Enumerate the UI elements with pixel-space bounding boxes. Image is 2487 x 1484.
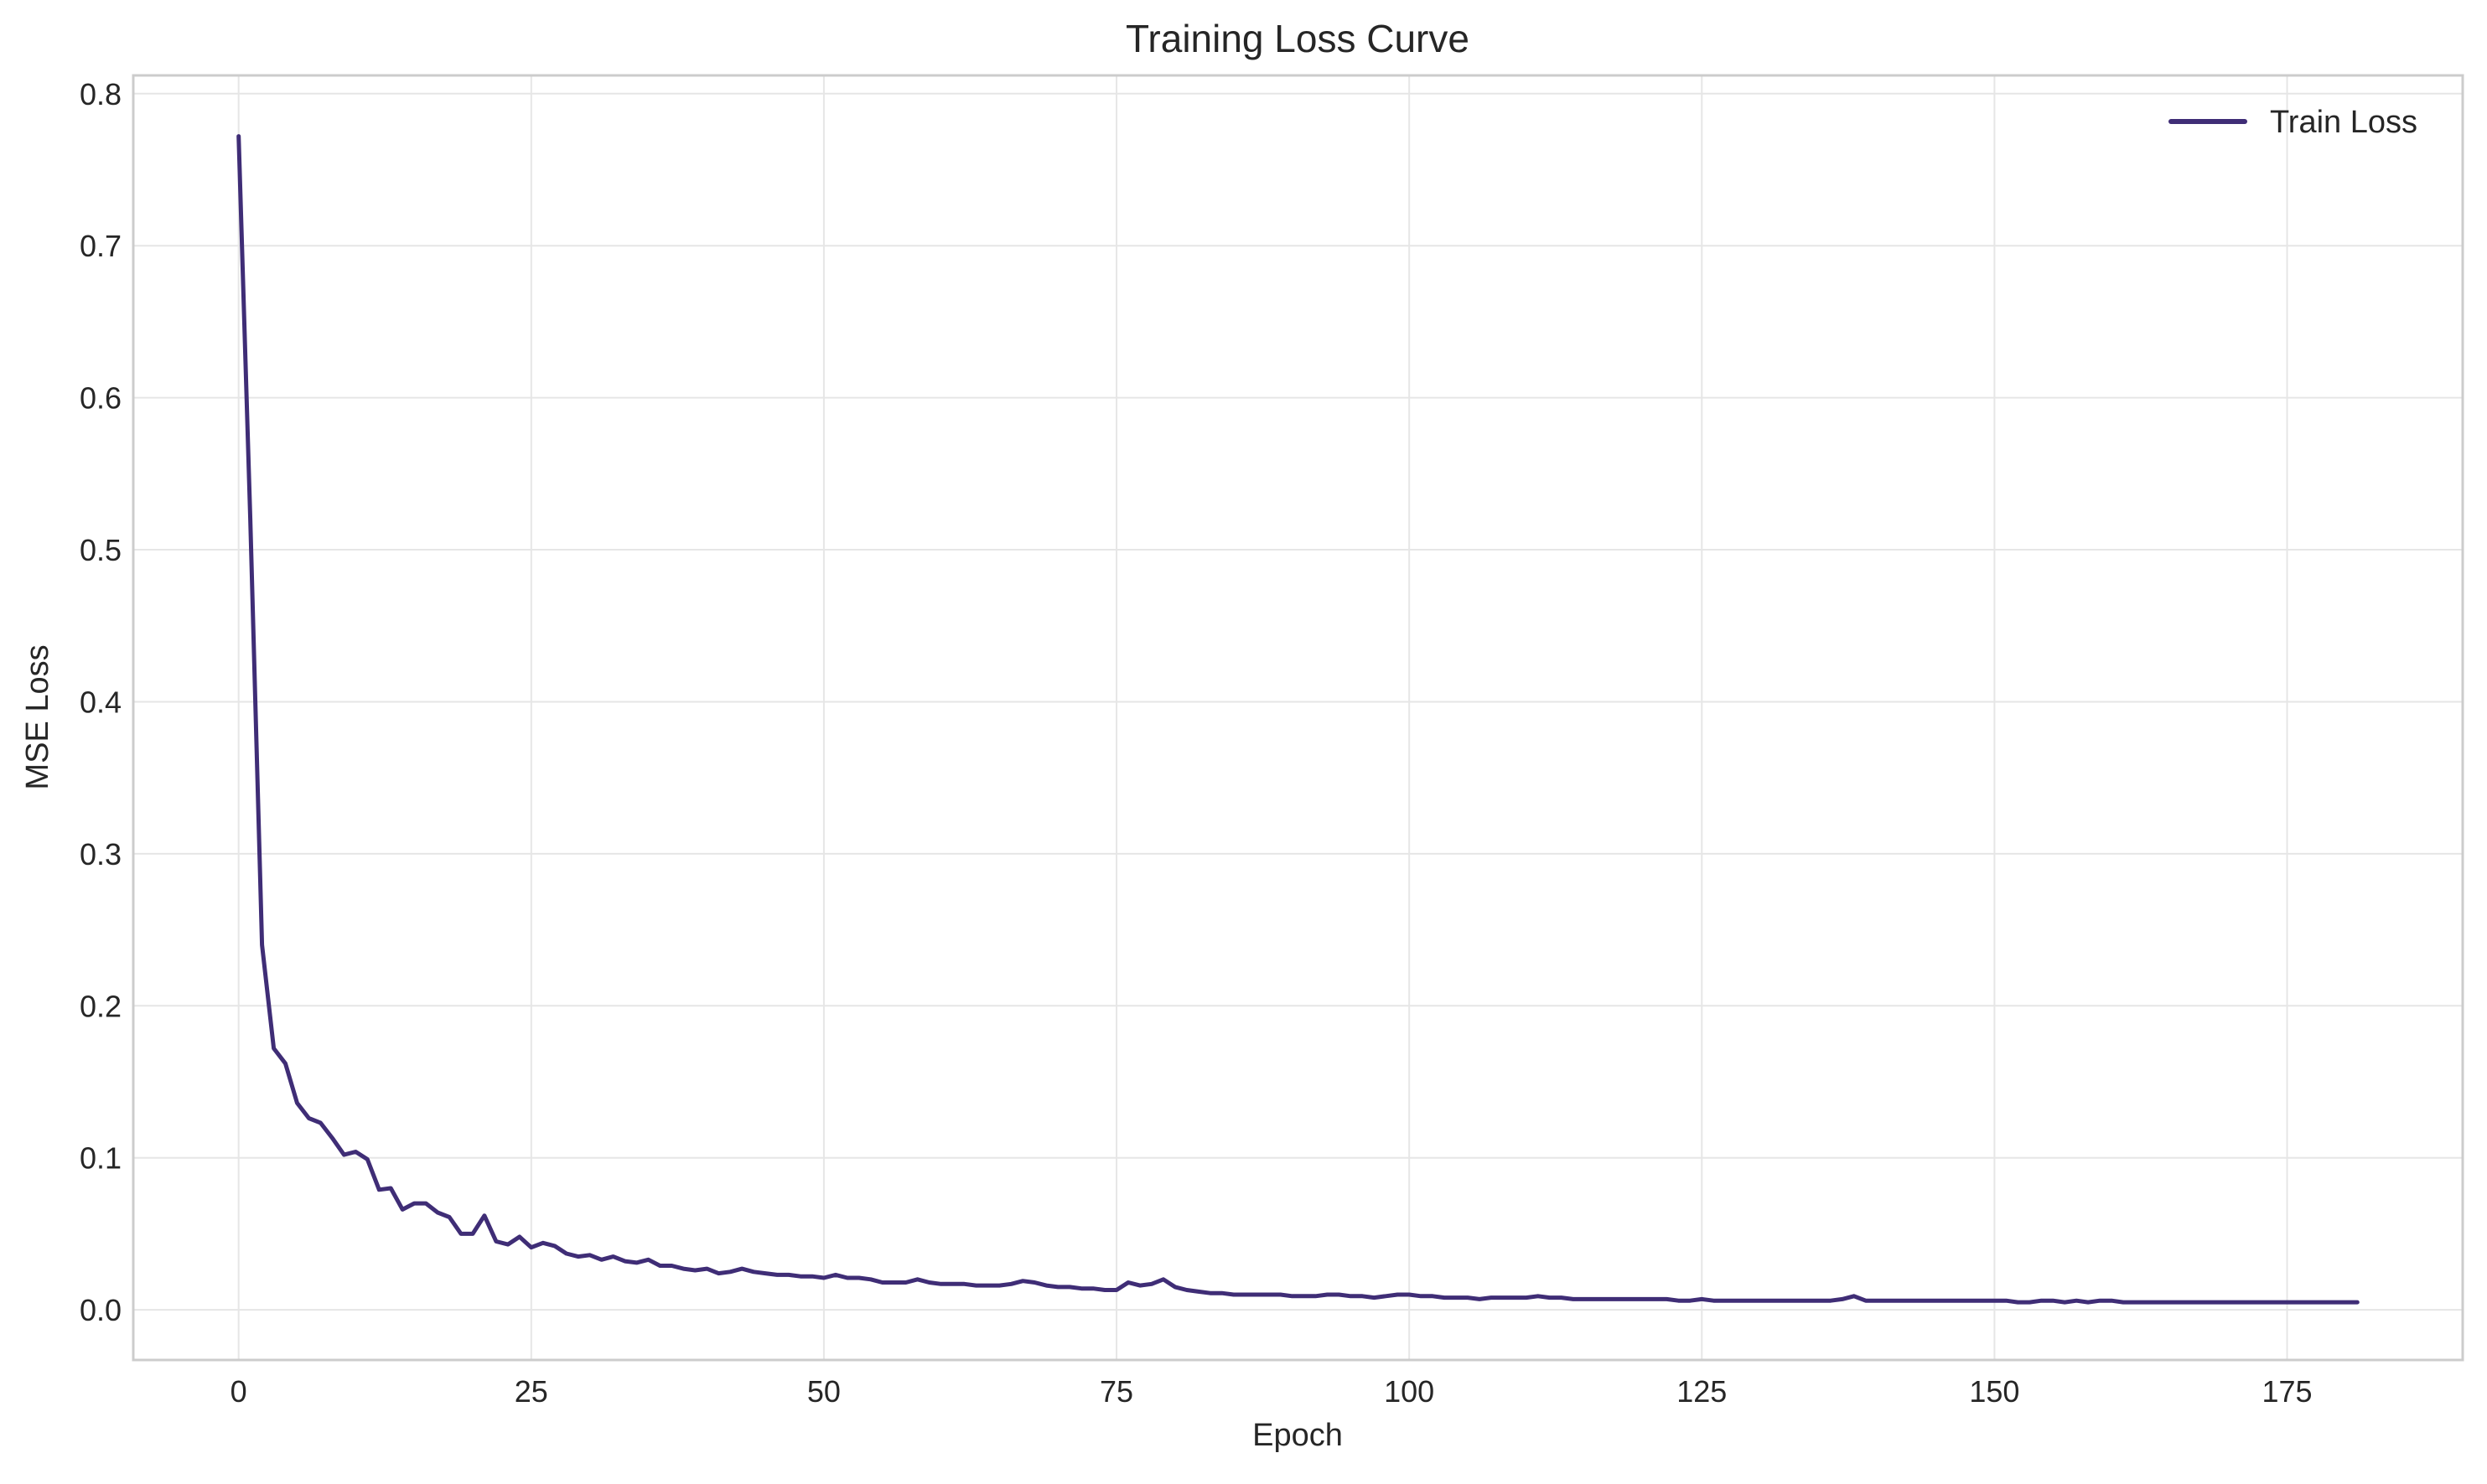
chart-title: Training Loss Curve (1126, 17, 1469, 60)
y-gridlines (133, 92, 2463, 1311)
x-gridlines (237, 75, 2288, 1360)
y-tick-label: 0.1 (80, 1141, 122, 1176)
y-tick-label: 0.8 (80, 77, 122, 111)
x-tick-label: 0 (231, 1374, 247, 1409)
series-line-train-loss (236, 134, 2360, 1305)
y-tick-label: 0.6 (80, 381, 122, 416)
y-tick-labels: 0.0 0.1 0.2 0.3 0.4 0.5 0.6 0.7 0.8 (80, 77, 122, 1327)
x-axis-label: Epoch (1252, 1418, 1343, 1453)
y-axis-label: MSE Loss (20, 644, 55, 789)
plot-frame (132, 74, 2464, 1362)
x-tick-label: 100 (1384, 1374, 1434, 1409)
x-tick-label: 150 (1969, 1374, 2019, 1409)
x-tick-label: 125 (1676, 1374, 1727, 1409)
y-tick-label: 0.4 (80, 685, 122, 719)
series-layer (236, 134, 2360, 1305)
y-tick-label: 0.7 (80, 229, 122, 263)
y-tick-label: 0.2 (80, 989, 122, 1023)
y-tick-label: 0.5 (80, 533, 122, 567)
y-tick-label: 0.0 (80, 1293, 122, 1327)
x-tick-label: 25 (515, 1374, 548, 1409)
y-tick-label: 0.3 (80, 837, 122, 871)
x-tick-labels: 0 25 50 75 100 125 150 175 (231, 1374, 2313, 1409)
x-tick-label: 175 (2262, 1374, 2312, 1409)
x-tick-label: 50 (807, 1374, 841, 1409)
legend: Train Loss (2168, 105, 2417, 140)
legend-label-train-loss: Train Loss (2270, 105, 2417, 140)
x-tick-label: 75 (1100, 1374, 1133, 1409)
